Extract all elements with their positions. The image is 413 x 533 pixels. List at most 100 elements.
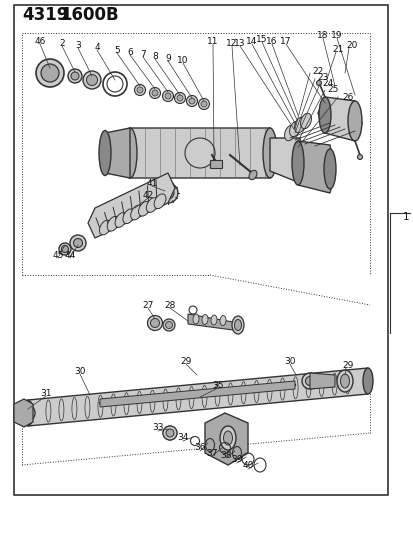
- Text: 26: 26: [342, 93, 353, 101]
- Ellipse shape: [134, 85, 145, 95]
- Ellipse shape: [201, 101, 206, 107]
- Polygon shape: [204, 413, 247, 465]
- Polygon shape: [14, 399, 33, 427]
- Text: 8: 8: [152, 52, 157, 61]
- Text: 7: 7: [140, 50, 145, 59]
- Ellipse shape: [123, 209, 134, 224]
- Ellipse shape: [158, 183, 178, 203]
- Ellipse shape: [163, 426, 177, 440]
- Ellipse shape: [147, 316, 162, 330]
- Text: 30: 30: [284, 357, 295, 366]
- Ellipse shape: [223, 431, 232, 445]
- Ellipse shape: [115, 213, 126, 228]
- Ellipse shape: [289, 122, 300, 136]
- Ellipse shape: [99, 220, 111, 235]
- Ellipse shape: [74, 238, 82, 247]
- Ellipse shape: [149, 87, 160, 99]
- Text: 38: 38: [220, 450, 231, 459]
- Ellipse shape: [165, 93, 171, 99]
- Ellipse shape: [166, 429, 173, 437]
- Ellipse shape: [262, 128, 276, 178]
- Polygon shape: [309, 373, 334, 389]
- Text: 29: 29: [342, 360, 353, 369]
- Polygon shape: [28, 368, 367, 426]
- Ellipse shape: [316, 80, 321, 85]
- Text: 45: 45: [52, 251, 64, 260]
- Ellipse shape: [162, 91, 173, 101]
- Text: 4: 4: [94, 43, 100, 52]
- Ellipse shape: [249, 171, 256, 180]
- Text: 41: 41: [146, 179, 157, 188]
- Ellipse shape: [339, 374, 349, 388]
- Text: 44: 44: [64, 251, 76, 260]
- Ellipse shape: [318, 97, 330, 133]
- Text: 27: 27: [142, 301, 153, 310]
- Ellipse shape: [161, 187, 173, 199]
- Polygon shape: [269, 138, 304, 183]
- Text: 14: 14: [246, 36, 257, 45]
- Text: 28: 28: [164, 301, 175, 310]
- Ellipse shape: [231, 316, 243, 334]
- Text: 19: 19: [330, 30, 342, 39]
- Ellipse shape: [59, 243, 71, 255]
- Text: 25: 25: [327, 85, 338, 93]
- Text: 1: 1: [402, 212, 408, 222]
- Text: 22: 22: [312, 67, 323, 76]
- Ellipse shape: [192, 314, 199, 324]
- Text: 21: 21: [332, 44, 343, 53]
- Ellipse shape: [294, 117, 305, 133]
- Bar: [209, 160, 221, 168]
- Ellipse shape: [323, 149, 335, 189]
- Text: 35: 35: [212, 381, 223, 390]
- Ellipse shape: [21, 408, 31, 418]
- Ellipse shape: [362, 368, 372, 394]
- Polygon shape: [188, 314, 233, 330]
- Text: 31: 31: [40, 389, 52, 398]
- Ellipse shape: [185, 138, 214, 168]
- Ellipse shape: [41, 64, 59, 82]
- Text: 33: 33: [152, 424, 164, 432]
- Ellipse shape: [123, 128, 137, 178]
- Ellipse shape: [186, 95, 197, 107]
- Text: 34: 34: [177, 433, 188, 442]
- Ellipse shape: [99, 131, 111, 175]
- Text: 17: 17: [280, 36, 291, 45]
- Ellipse shape: [165, 321, 172, 328]
- Ellipse shape: [70, 235, 86, 251]
- Text: 39: 39: [231, 456, 242, 464]
- Ellipse shape: [107, 216, 119, 231]
- Ellipse shape: [86, 75, 97, 85]
- Ellipse shape: [23, 400, 33, 426]
- Text: 6: 6: [127, 47, 133, 56]
- Ellipse shape: [131, 205, 142, 220]
- Ellipse shape: [68, 69, 82, 83]
- Ellipse shape: [83, 71, 101, 89]
- Polygon shape: [88, 173, 175, 238]
- Ellipse shape: [347, 101, 361, 141]
- Text: 5: 5: [114, 45, 120, 54]
- Text: 13: 13: [234, 38, 245, 47]
- Ellipse shape: [137, 87, 142, 93]
- Text: 3: 3: [75, 41, 81, 50]
- Ellipse shape: [36, 59, 64, 87]
- Ellipse shape: [219, 316, 225, 326]
- Polygon shape: [100, 381, 294, 407]
- Text: 16: 16: [266, 36, 277, 45]
- Text: 9: 9: [165, 53, 171, 62]
- Ellipse shape: [305, 376, 314, 385]
- Text: 37: 37: [206, 448, 217, 457]
- Ellipse shape: [300, 114, 311, 128]
- Ellipse shape: [301, 373, 317, 389]
- Text: 15: 15: [256, 35, 267, 44]
- Text: 1600B: 1600B: [60, 6, 119, 24]
- Text: 2: 2: [59, 38, 65, 47]
- Text: 24: 24: [322, 78, 333, 87]
- Ellipse shape: [291, 141, 303, 185]
- Ellipse shape: [198, 99, 209, 109]
- Text: 11: 11: [207, 36, 218, 45]
- Ellipse shape: [150, 319, 159, 327]
- Text: 10: 10: [177, 55, 188, 64]
- Polygon shape: [125, 128, 274, 178]
- Text: 40: 40: [242, 462, 253, 471]
- Ellipse shape: [17, 404, 35, 422]
